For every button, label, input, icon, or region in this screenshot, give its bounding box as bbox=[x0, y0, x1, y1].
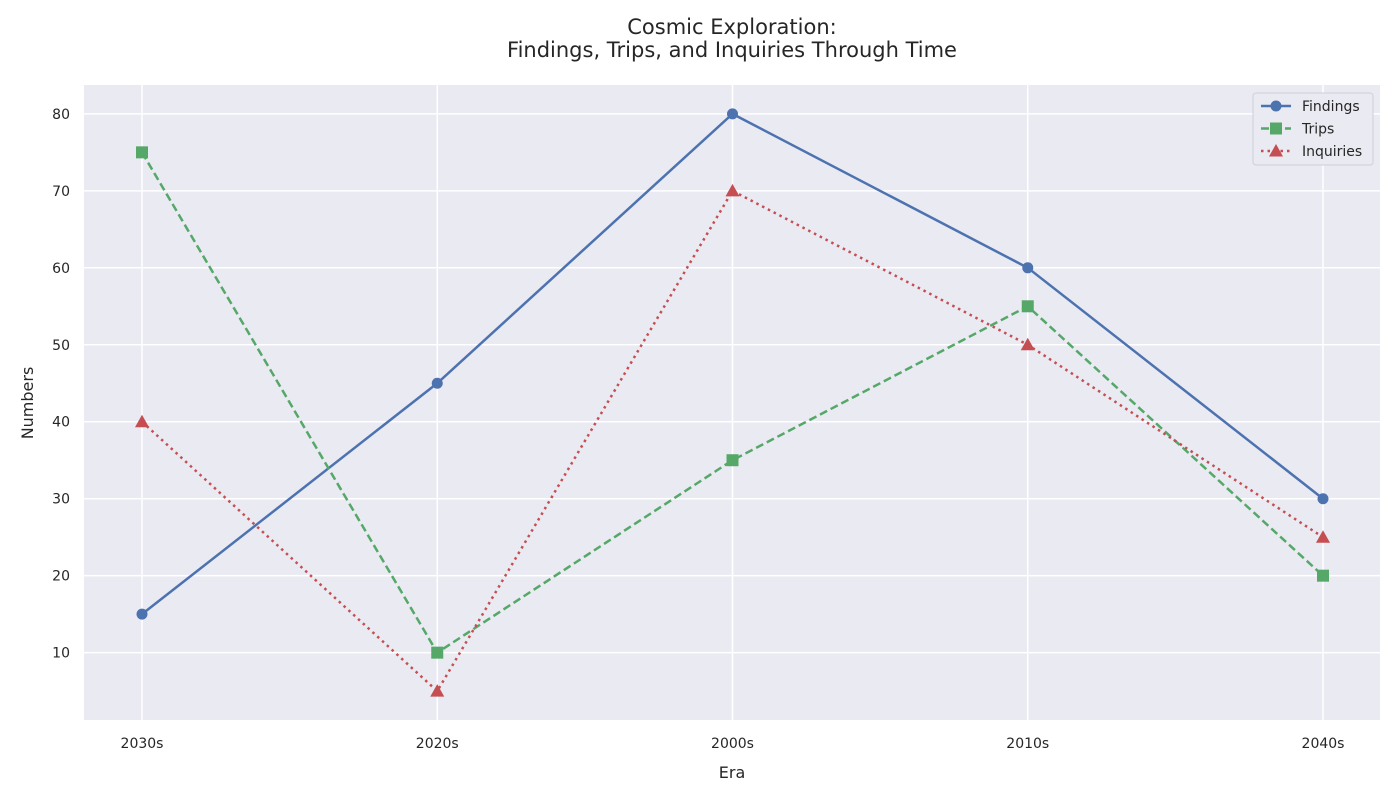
trips-point bbox=[726, 454, 739, 467]
legend: Findings Trips Inquiries bbox=[1252, 92, 1374, 166]
y-tick-label: 10 bbox=[52, 646, 70, 662]
x-tick-label: 2000s bbox=[711, 736, 754, 752]
inquiries-point bbox=[1020, 337, 1035, 351]
x-axis-label: Era bbox=[719, 763, 746, 782]
findings-point bbox=[1317, 493, 1329, 505]
legend-marker-findings bbox=[1270, 100, 1282, 112]
legend-item-inquiries: Inquiries bbox=[1261, 144, 1362, 160]
series-findings bbox=[136, 108, 1329, 620]
trips-point bbox=[136, 146, 148, 159]
legend-marker-inquiries bbox=[1269, 144, 1283, 157]
chart-title-line-2: Findings, Trips, and Inquiries Through T… bbox=[507, 38, 957, 62]
x-tick-label: 2040s bbox=[1302, 736, 1345, 752]
y-tick-label: 20 bbox=[52, 569, 70, 585]
trips-line bbox=[140, 151, 1324, 654]
axis-tick-labels: 2030s 2020s 2000s 2010s 2040s 10 20 30 40 50 60 70 8… bbox=[52, 107, 1344, 752]
legend-item-findings: Findings bbox=[1261, 99, 1360, 115]
y-tick-label: 50 bbox=[52, 338, 70, 354]
chart-title-line-1: Cosmic Exploration: bbox=[627, 15, 836, 39]
inquiries-line bbox=[141, 189, 1324, 693]
findings-point bbox=[727, 108, 738, 120]
y-tick-label: 60 bbox=[52, 261, 70, 277]
legend-label-inquiries: Inquiries bbox=[1302, 144, 1362, 160]
inquiries-point bbox=[430, 684, 445, 697]
inquiries-point bbox=[135, 414, 149, 428]
series-layer bbox=[135, 108, 1330, 697]
trips-point bbox=[431, 646, 444, 659]
inquiries-point bbox=[725, 183, 740, 197]
findings-point bbox=[431, 377, 443, 389]
trips-point bbox=[1021, 300, 1034, 313]
inquiries-point bbox=[1316, 530, 1330, 543]
y-tick-label: 80 bbox=[52, 107, 70, 123]
series-inquiries bbox=[135, 183, 1330, 697]
legend-label-findings: Findings bbox=[1302, 99, 1360, 115]
series-trips bbox=[136, 146, 1329, 659]
y-tick-label: 30 bbox=[52, 492, 70, 508]
y-axis-label: Numbers bbox=[18, 367, 37, 440]
x-tick-label: 2010s bbox=[1006, 736, 1049, 752]
legend-frame bbox=[1252, 92, 1374, 166]
y-tick-label: 70 bbox=[52, 184, 70, 200]
legend-label-trips: Trips bbox=[1301, 122, 1334, 138]
x-tick-label: 2030s bbox=[121, 736, 164, 752]
x-tick-label: 2020s bbox=[416, 736, 459, 752]
findings-point bbox=[1022, 262, 1034, 274]
y-tick-label: 40 bbox=[52, 415, 70, 431]
trips-point bbox=[1317, 569, 1329, 582]
legend-item-trips: Trips bbox=[1261, 122, 1334, 138]
findings-point bbox=[136, 608, 148, 620]
legend-marker-trips bbox=[1270, 122, 1282, 135]
